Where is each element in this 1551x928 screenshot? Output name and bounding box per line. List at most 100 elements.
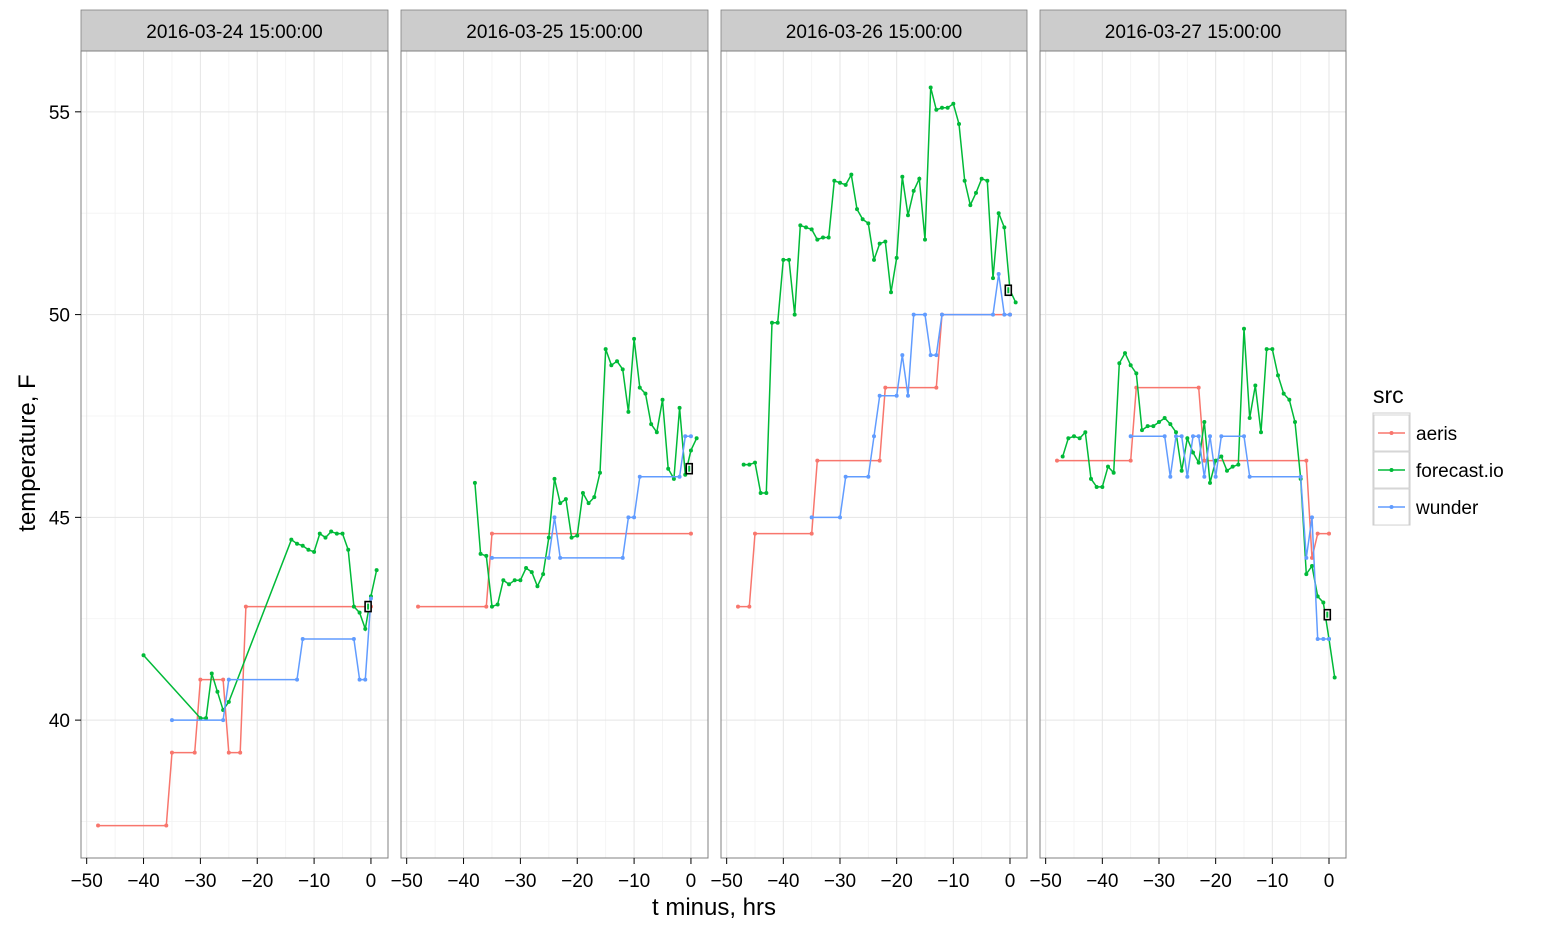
data-point (1304, 458, 1309, 463)
x-tick-label: −40 (1086, 871, 1118, 892)
data-point (1298, 474, 1303, 479)
data-point (1276, 373, 1280, 378)
data-point (1225, 468, 1229, 473)
data-point (991, 312, 995, 317)
data-point (1106, 464, 1110, 469)
data-point (169, 750, 174, 755)
data-point (1185, 474, 1190, 479)
actual-marker-fill (367, 603, 370, 610)
data-point (1196, 385, 1201, 390)
data-point (575, 533, 580, 538)
data-point (838, 180, 842, 185)
data-point (300, 637, 305, 642)
data-point (620, 555, 625, 560)
series-forecast-io (1060, 326, 1337, 680)
data-point (1304, 572, 1309, 577)
data-point (928, 353, 933, 358)
panel-border (720, 50, 1028, 859)
facet-panel: 2016-03-25 15:00:00 −50 −40 −30 −20 −10 0 (391, 9, 709, 892)
data-point (877, 458, 882, 463)
data-point (821, 235, 825, 240)
data-point (1247, 474, 1252, 479)
data-point (529, 570, 534, 575)
data-point (141, 653, 146, 658)
facet-strip-label: 2016-03-26 15:00:00 (786, 22, 962, 43)
data-point (934, 353, 939, 358)
data-point (472, 480, 477, 485)
data-point (1174, 434, 1178, 439)
data-point (1287, 397, 1292, 402)
data-point (289, 537, 294, 542)
data-point (226, 750, 231, 755)
facet-strip (80, 9, 389, 52)
data-point (518, 578, 523, 583)
data-point (558, 501, 563, 506)
data-point (1162, 416, 1167, 421)
data-point (637, 474, 642, 479)
data-point (1270, 347, 1275, 352)
data-point (626, 409, 631, 414)
data-point (1259, 430, 1263, 435)
data-point (736, 604, 740, 609)
data-point (1111, 470, 1116, 475)
data-point (586, 501, 591, 506)
plot-background (81, 51, 388, 858)
data-point (900, 353, 905, 358)
legend-key-point (1389, 431, 1394, 435)
data-point (620, 367, 625, 372)
data-point (580, 491, 585, 496)
data-point (1013, 300, 1018, 305)
data-point (1077, 436, 1082, 441)
data-point (1179, 468, 1184, 473)
data-point (753, 531, 757, 536)
x-tick-label: −20 (881, 871, 913, 892)
facet-panel: 2016-03-27 15:00:00 −50 −40 −30 −20 −10 0 (1030, 9, 1347, 892)
data-point (1202, 420, 1207, 425)
series-wunder (1128, 434, 1331, 642)
data-point (671, 476, 676, 481)
data-point (1321, 600, 1326, 605)
data-point (688, 531, 693, 536)
data-point (1236, 462, 1241, 467)
data-point (1253, 383, 1258, 388)
data-point (883, 385, 888, 390)
data-point (688, 448, 693, 453)
data-point (164, 823, 169, 828)
data-point (934, 385, 939, 390)
data-point (489, 531, 494, 536)
data-point (374, 568, 379, 573)
data-point (1213, 458, 1218, 463)
y-tick-label: 55 (49, 103, 70, 124)
plot-background (721, 51, 1027, 858)
data-point (792, 312, 797, 317)
x-tick-label: −20 (561, 871, 593, 892)
legend-label: forecast.io (1416, 461, 1504, 482)
data-point (323, 535, 328, 540)
data-point (1191, 450, 1195, 455)
data-point (804, 225, 808, 230)
series-forecast-io (141, 529, 379, 721)
data-point (940, 312, 944, 317)
data-point (1219, 434, 1224, 439)
data-point (300, 543, 305, 548)
data-point (1315, 594, 1320, 599)
data-point (340, 531, 345, 536)
data-point (512, 578, 517, 583)
series-line (738, 313, 1010, 608)
y-axis-title: temperature, F (14, 374, 41, 531)
x-axis-title: t minus, hrs (652, 894, 776, 921)
data-point (843, 474, 848, 479)
actual-marker-fill (688, 465, 691, 472)
data-point (1100, 484, 1105, 489)
data-point (535, 584, 540, 589)
data-point (1140, 428, 1144, 433)
x-tick-label: −10 (618, 871, 650, 892)
data-point (1094, 484, 1099, 489)
series-forecast-io (741, 85, 1018, 496)
data-point (626, 515, 631, 520)
x-tick-label: −30 (824, 871, 856, 892)
data-point (940, 105, 944, 110)
data-point (934, 107, 939, 112)
data-point (872, 257, 876, 262)
